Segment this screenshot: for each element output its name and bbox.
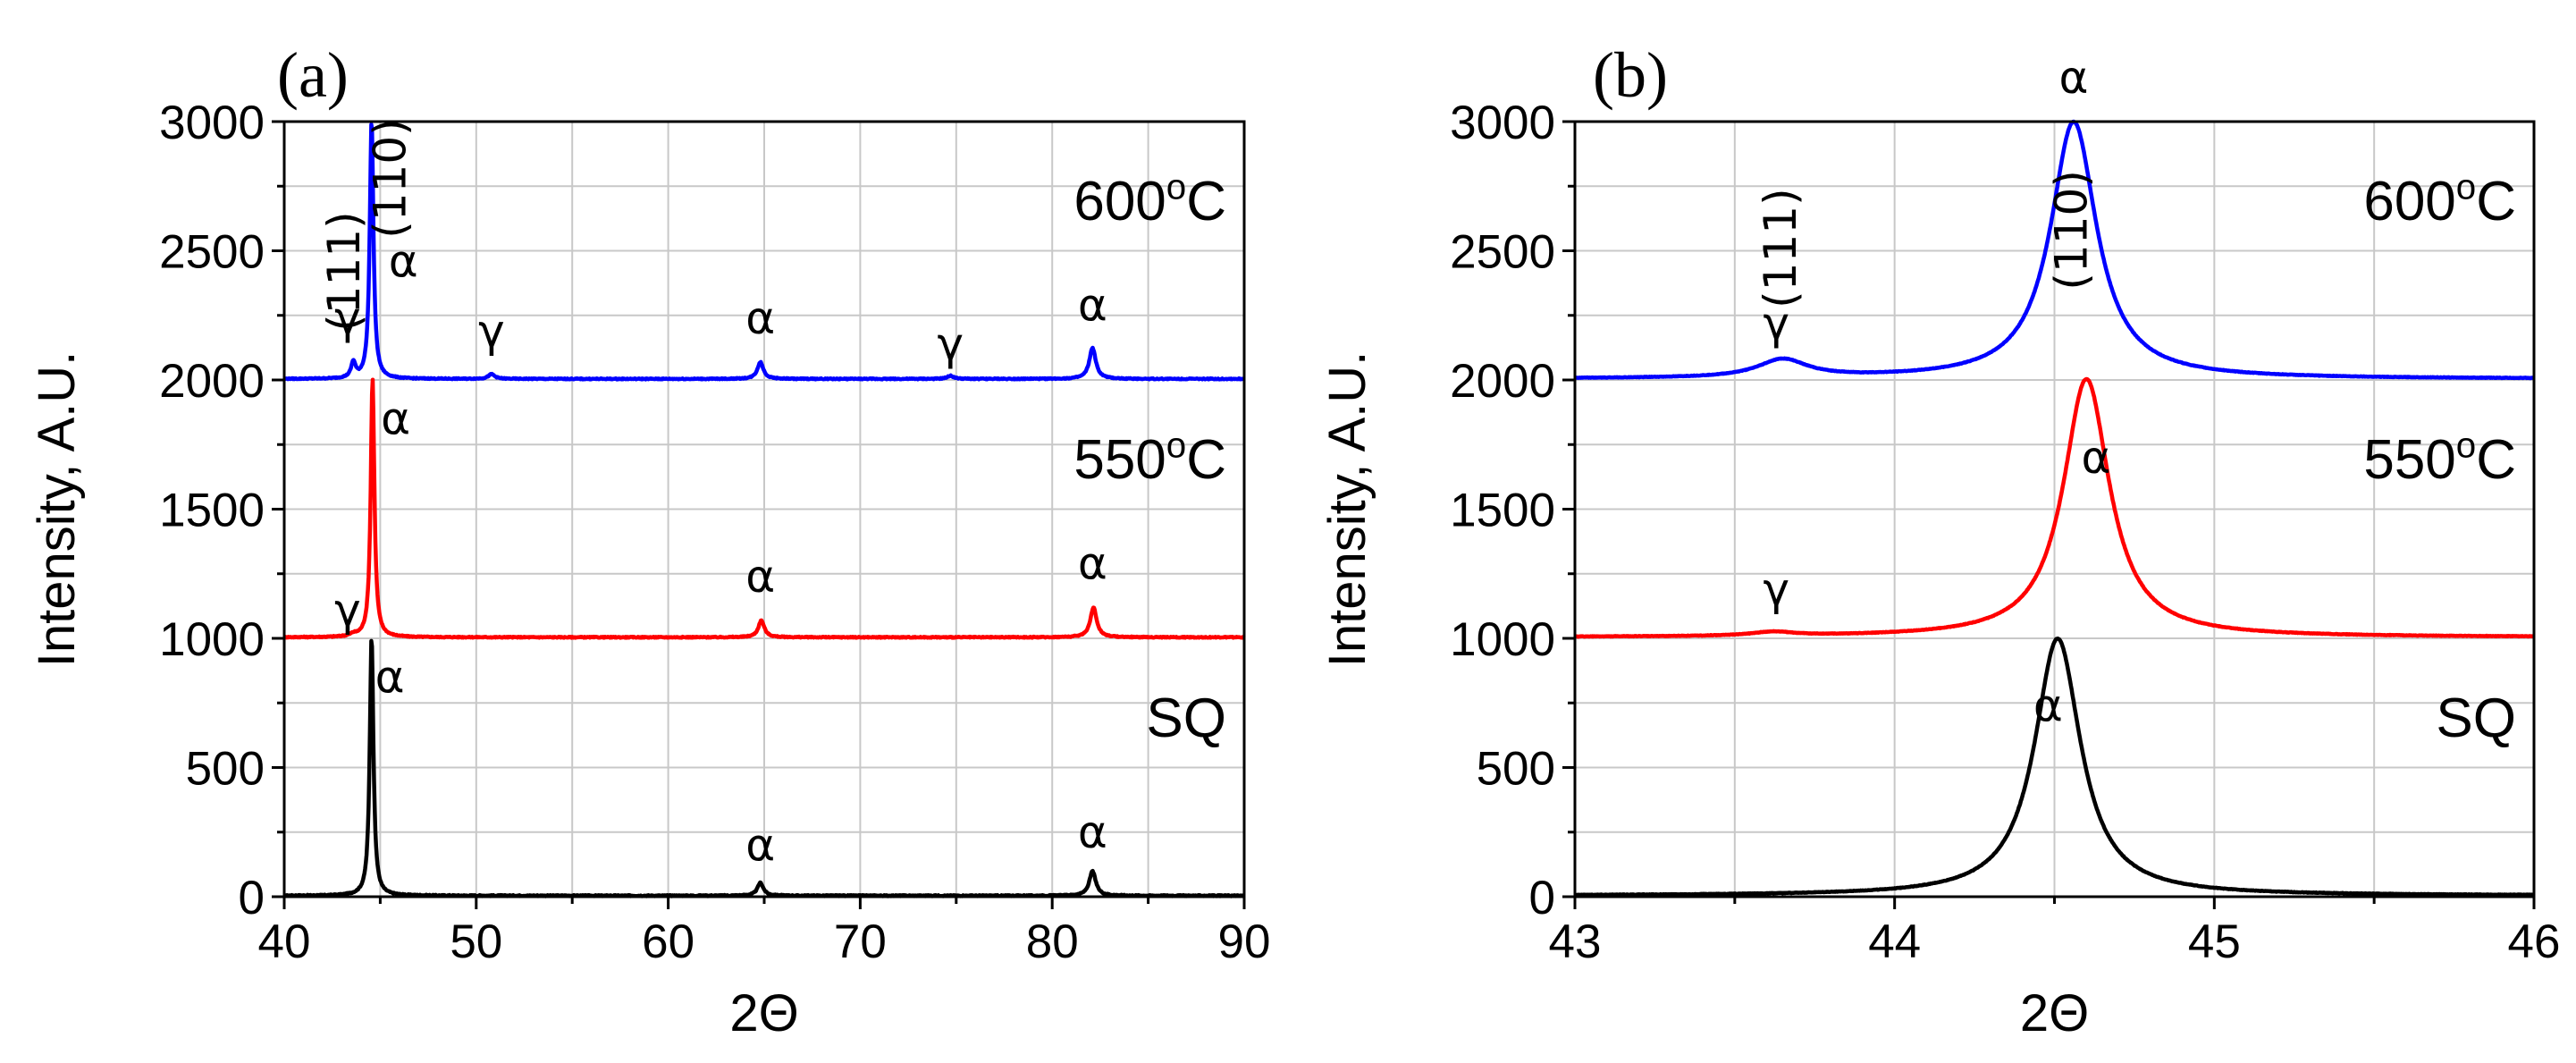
y-tick-label: 0 (239, 872, 265, 924)
series-name-label: SQ (1146, 688, 1226, 749)
series-line-sq (1573, 636, 2536, 898)
y-tick-label: 2500 (159, 226, 265, 279)
phase-label: α (375, 652, 405, 704)
phase-label: α (2082, 432, 2111, 484)
y-tick-label: 2000 (1450, 355, 1555, 408)
chart-panel-b: 43 44 45 46 0 500 1000 1500 2000 2500 3000 2Θ Intens… (1318, 39, 2560, 1042)
phase-label: γ (334, 292, 361, 344)
phase-label: γ (478, 305, 505, 357)
miller-index-label: (110) (364, 118, 416, 238)
series-line-550c (282, 377, 1246, 640)
x-tick-label: 46 (2508, 915, 2561, 968)
series-name-label: 550oC (1073, 425, 1226, 491)
phase-label: α (389, 235, 418, 287)
x-axis-label: 2Θ (729, 984, 798, 1042)
series-name-label: 550oC (2363, 425, 2516, 491)
panel-label: (b) (1593, 39, 1668, 111)
series-line-600c (282, 122, 1246, 382)
x-tick-label: 45 (2188, 915, 2241, 968)
x-tick-label: 50 (450, 915, 502, 968)
x-tick-label: 90 (1218, 915, 1271, 968)
phase-label: α (1078, 280, 1107, 332)
miller-index-label: (111) (1755, 188, 1806, 308)
y-axis-label: Intensity, A.U. (28, 351, 86, 668)
y-tick-label: 2500 (1450, 226, 1555, 279)
y-axis-label: Intensity, A.U. (1318, 351, 1376, 668)
phase-label: α (745, 292, 775, 344)
phase-label: γ (1764, 298, 1790, 350)
y-tick-label: 1000 (159, 613, 265, 666)
series-name-label: 600oC (2363, 166, 2516, 232)
series-name-label: 600oC (1073, 166, 1226, 232)
phase-label: α (381, 393, 410, 445)
series-line-sq (282, 638, 1246, 898)
phase-label: α (2058, 52, 2088, 104)
y-tick-label: 3000 (1450, 97, 1555, 149)
x-axis-label: 2Θ (2020, 984, 2089, 1042)
x-tick-label: 40 (258, 915, 311, 968)
x-tick-label: 80 (1026, 915, 1079, 968)
x-tick-label: 60 (642, 915, 695, 968)
phase-label: α (1078, 806, 1107, 858)
y-tick-label: 2000 (159, 355, 265, 408)
phase-label: α (1078, 538, 1107, 590)
miller-index-label: (111) (318, 211, 370, 331)
phase-label: α (2033, 679, 2063, 731)
panel-label: (a) (277, 39, 349, 111)
series-line-550c (1573, 376, 2536, 639)
x-tick-label: 44 (1868, 915, 1921, 968)
phase-label: α (745, 820, 775, 872)
x-tick-label: 43 (1549, 915, 1602, 968)
series-line-600c (1573, 119, 2536, 381)
phase-label: γ (1764, 563, 1790, 615)
y-tick-label: 1000 (1450, 613, 1555, 666)
y-tick-label: 1500 (159, 485, 265, 537)
phase-label: α (745, 551, 775, 603)
phase-label: γ (938, 318, 964, 370)
phase-label: γ (334, 585, 361, 637)
y-tick-label: 0 (1529, 872, 1555, 924)
series-name-label: SQ (2436, 688, 2516, 749)
chart-panel-a: 40 50 60 70 80 90 0 500 1000 1500 2000 2500 3000 2Θ In… (28, 39, 1270, 1042)
x-tick-label: 70 (834, 915, 887, 968)
y-tick-label: 500 (186, 743, 265, 796)
y-tick-label: 500 (1477, 743, 1555, 796)
miller-index-label: (110) (2045, 170, 2097, 290)
y-tick-label: 3000 (159, 97, 265, 149)
y-tick-label: 1500 (1450, 485, 1555, 537)
